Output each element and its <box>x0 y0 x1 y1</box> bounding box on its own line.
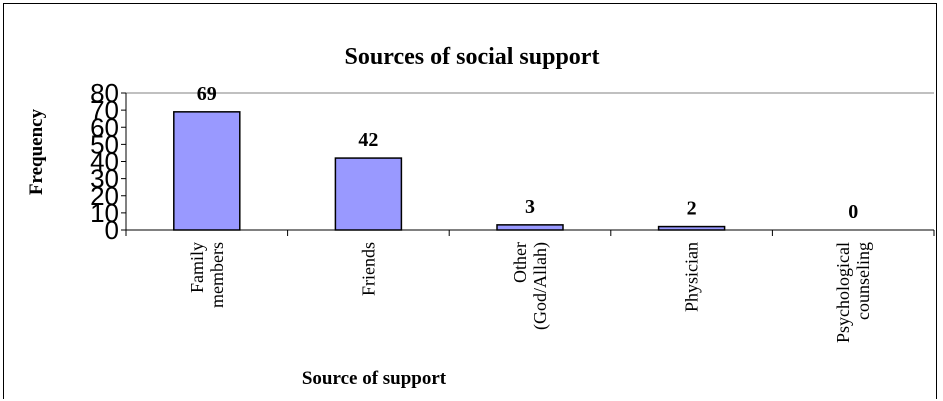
x-tick-label-line: Physician <box>682 242 702 312</box>
y-axis-title: Frequency <box>26 108 47 195</box>
data-label: 2 <box>687 198 697 220</box>
data-label: 69 <box>197 83 217 105</box>
y-tick-label: 40 <box>90 147 119 177</box>
x-tick-label: Friends <box>358 242 378 296</box>
x-tick-label: Physician <box>682 242 702 312</box>
x-axis-title: Source of support <box>302 368 447 389</box>
chart-canvas: Sources of social support Frequency Sour… <box>26 44 935 389</box>
y-tick-label: 30 <box>90 164 119 194</box>
x-tick-label-line: (God/Allah) <box>530 242 551 330</box>
bar <box>496 224 564 231</box>
x-tick-label-line: Family <box>187 242 207 293</box>
bar <box>657 225 726 231</box>
bar <box>173 111 241 231</box>
data-label: 0 <box>848 201 858 223</box>
y-tick-label: 50 <box>90 129 119 159</box>
x-tick-label: Other(God/Allah) <box>510 242 551 330</box>
y-tick-label: 20 <box>90 181 119 211</box>
data-label: 42 <box>358 129 378 151</box>
y-tick-label: 10 <box>90 198 119 228</box>
y-tick-label: 80 <box>90 78 119 108</box>
x-tick-label-line: Other <box>510 242 530 283</box>
y-tick-label: 60 <box>90 112 119 142</box>
data-label: 3 <box>525 196 535 218</box>
x-tick-label: Psychologicalcounseling <box>833 242 873 343</box>
x-tick-label-line: members <box>207 242 227 308</box>
x-tick-label-line: Psychological <box>833 242 853 343</box>
x-tick-label: Familymembers <box>187 242 227 308</box>
y-tick-label: 70 <box>90 95 119 125</box>
chart-title: Sources of social support <box>345 44 600 70</box>
chart-frame: Sources of social support Frequency Sour… <box>3 3 937 399</box>
y-tick-label: 0 <box>105 215 119 245</box>
x-tick-label-line: Friends <box>358 242 378 296</box>
bar <box>334 157 403 231</box>
x-tick-label-line: counseling <box>853 242 873 320</box>
